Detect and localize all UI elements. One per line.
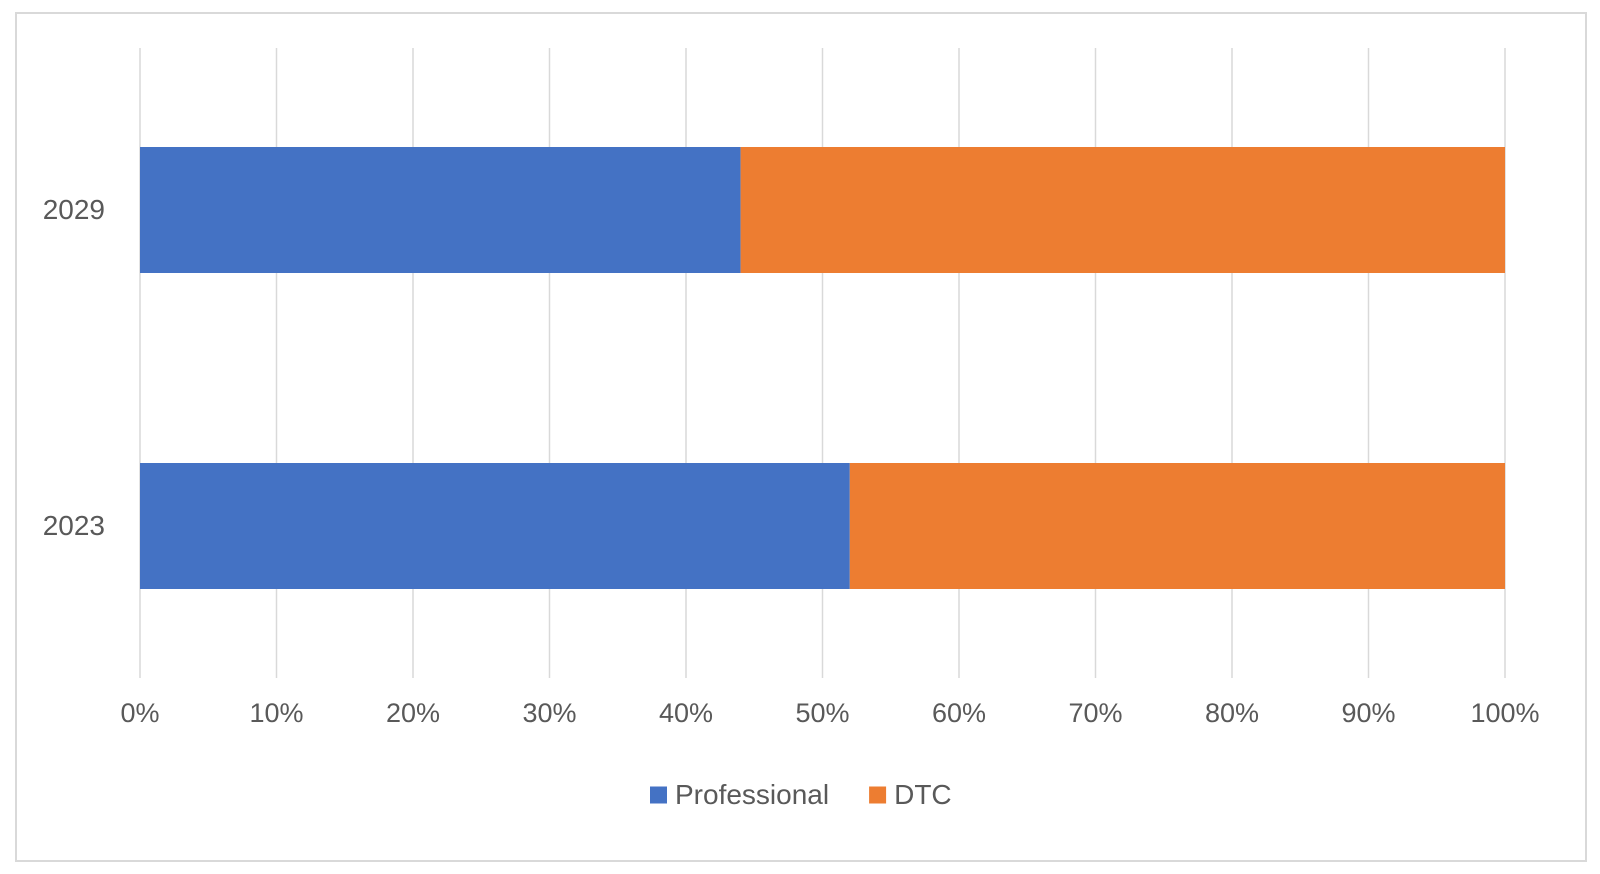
legend-swatch-professional: [650, 786, 667, 804]
bar-2023-dtc: [849, 463, 1505, 589]
x-tick-label: 70%: [1068, 698, 1122, 728]
x-tick-label: 80%: [1205, 698, 1259, 728]
x-tick-label: 30%: [522, 698, 576, 728]
x-tick-label: 40%: [659, 698, 713, 728]
bar-2029-professional: [140, 147, 741, 273]
legend-swatch-dtc: [869, 786, 887, 804]
x-tick-label: 10%: [249, 698, 303, 728]
x-tick-label: 100%: [1470, 698, 1539, 728]
x-tick-label: 60%: [932, 698, 986, 728]
category-label-2023: 2023: [43, 510, 105, 541]
bar-2023-professional: [140, 463, 850, 589]
legend: Professional DTC: [650, 779, 952, 810]
x-tick-label: 90%: [1341, 698, 1395, 728]
x-tick-label: 50%: [795, 698, 849, 728]
x-axis-ticks: 0% 10% 20% 30% 40% 50% 60% 70% 80% 90% 100%: [120, 698, 1539, 728]
x-tick-label: 0%: [120, 698, 159, 728]
bar-2029-dtc: [740, 147, 1505, 273]
chart-border: [15, 12, 1587, 862]
legend-label-dtc: DTC: [894, 779, 952, 810]
legend-label-professional: Professional: [675, 779, 829, 810]
bars: [140, 147, 1505, 589]
x-tick-label: 20%: [386, 698, 440, 728]
category-label-2029: 2029: [43, 194, 105, 225]
y-axis-categories: 2029 2023: [43, 194, 105, 541]
